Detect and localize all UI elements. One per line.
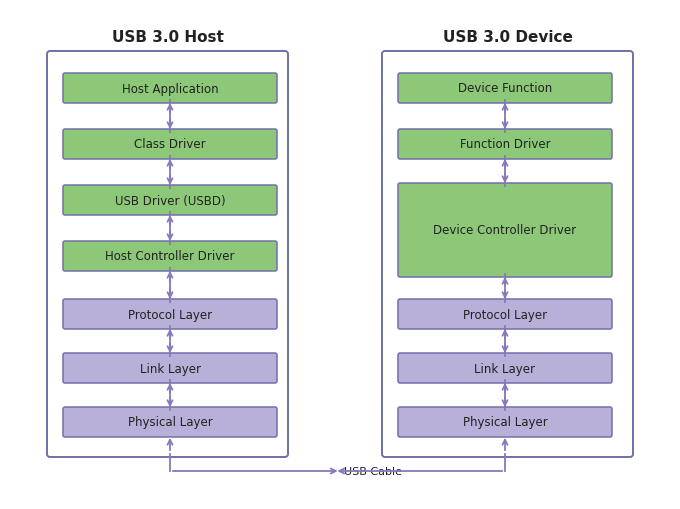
FancyBboxPatch shape — [63, 186, 277, 216]
Text: Function Driver: Function Driver — [460, 138, 550, 151]
Text: Device Controller Driver: Device Controller Driver — [433, 224, 577, 237]
FancyBboxPatch shape — [398, 407, 612, 437]
Text: Link Layer: Link Layer — [475, 362, 536, 375]
Text: Class Driver: Class Driver — [134, 138, 206, 151]
Text: USB 3.0 Host: USB 3.0 Host — [112, 31, 224, 45]
Text: Protocol Layer: Protocol Layer — [463, 308, 547, 321]
FancyBboxPatch shape — [63, 74, 277, 104]
FancyBboxPatch shape — [398, 353, 612, 383]
Text: USB 3.0 Device: USB 3.0 Device — [443, 31, 573, 45]
FancyBboxPatch shape — [398, 299, 612, 329]
FancyBboxPatch shape — [63, 130, 277, 160]
FancyBboxPatch shape — [63, 353, 277, 383]
FancyBboxPatch shape — [398, 74, 612, 104]
Text: Physical Layer: Physical Layer — [462, 416, 547, 429]
Text: Host Application: Host Application — [122, 82, 218, 95]
FancyBboxPatch shape — [398, 130, 612, 160]
FancyBboxPatch shape — [63, 242, 277, 271]
Text: Device Function: Device Function — [458, 82, 552, 95]
Text: Link Layer: Link Layer — [139, 362, 201, 375]
Text: Host Controller Driver: Host Controller Driver — [105, 250, 235, 263]
FancyBboxPatch shape — [63, 299, 277, 329]
Text: Protocol Layer: Protocol Layer — [128, 308, 212, 321]
FancyBboxPatch shape — [47, 52, 288, 457]
Text: USB Driver (USBD): USB Driver (USBD) — [115, 194, 225, 207]
FancyBboxPatch shape — [398, 184, 612, 277]
Text: Physical Layer: Physical Layer — [128, 416, 212, 429]
FancyBboxPatch shape — [382, 52, 633, 457]
FancyBboxPatch shape — [63, 407, 277, 437]
Text: USB Cable: USB Cable — [343, 466, 401, 476]
